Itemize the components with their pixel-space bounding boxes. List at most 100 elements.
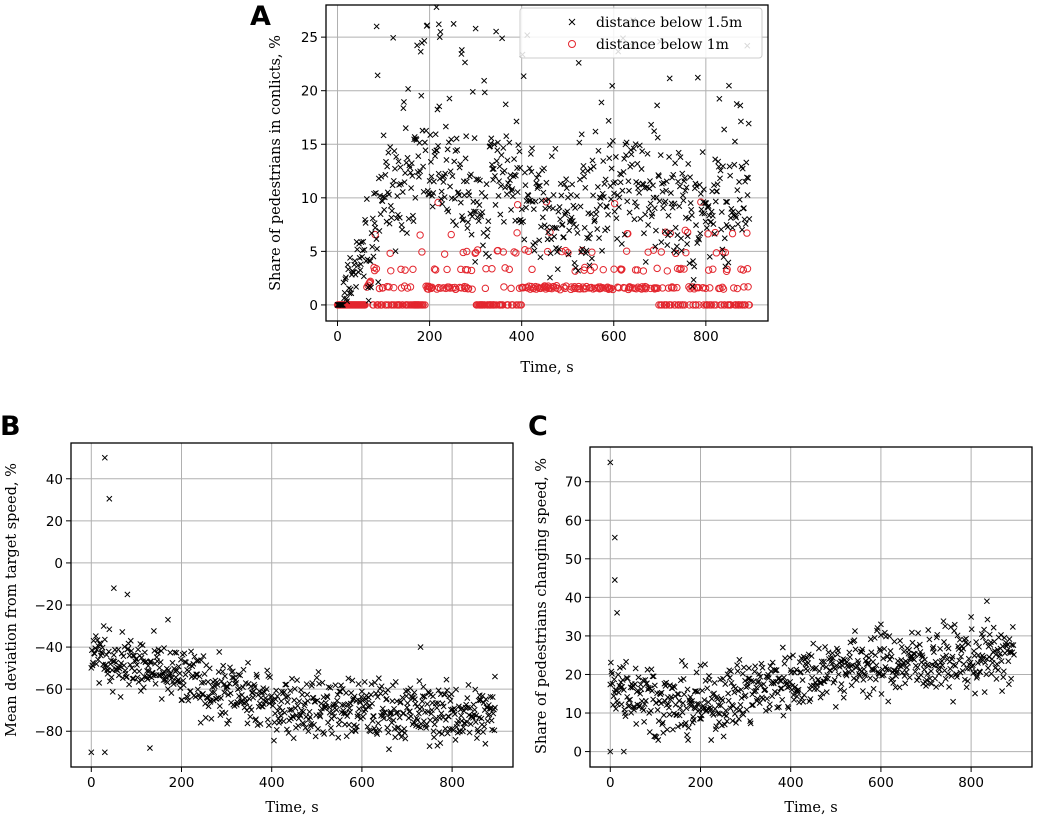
point-distance-below-1-5m <box>374 245 380 252</box>
point-distance-below-1-5m <box>600 193 607 200</box>
point-distance-below-1-5m <box>526 165 533 172</box>
point-distance-below-1-5m <box>387 202 394 209</box>
point-share-changing-speed <box>751 688 758 695</box>
point-mean-deviation <box>452 736 459 743</box>
point-distance-below-1-5m <box>675 149 682 156</box>
point-distance-below-1m <box>430 265 439 273</box>
point-distance-below-1-5m <box>522 182 529 189</box>
point-share-changing-speed <box>982 639 989 645</box>
point-mean-deviation <box>478 715 485 722</box>
point-share-changing-speed <box>795 686 802 693</box>
point-share-changing-speed <box>762 707 769 714</box>
point-mean-deviation <box>197 719 204 726</box>
point-mean-deviation <box>463 718 470 725</box>
point-mean-deviation <box>105 648 112 655</box>
point-distance-below-1-5m <box>383 158 389 165</box>
point-share-changing-speed <box>829 650 836 657</box>
panel-a-ticks: 0 200 400 600 800 0 5 10 15 20 25 <box>301 30 719 345</box>
point-distance-below-1-5m <box>430 178 437 185</box>
point-mean-deviation <box>489 694 496 701</box>
point-distance-below-1m <box>728 229 737 238</box>
panel-b-points <box>88 454 498 756</box>
point-share-changing-speed <box>722 707 729 714</box>
point-share-changing-speed <box>610 693 617 700</box>
point-distance-below-1-5m <box>400 105 407 112</box>
point-distance-below-1-5m <box>530 206 537 213</box>
point-share-changing-speed <box>823 689 830 696</box>
point-share-changing-speed <box>993 675 1000 682</box>
point-mean-deviation <box>263 698 270 705</box>
point-distance-below-1-5m <box>415 173 422 180</box>
point-distance-below-1-5m <box>714 181 721 188</box>
point-distance-below-1-5m <box>456 192 462 198</box>
point-mean-deviation <box>220 681 227 688</box>
point-distance-below-1-5m <box>737 102 744 109</box>
point-mean-deviation <box>353 723 360 730</box>
y-tick-label: −80 <box>35 724 64 740</box>
point-distance-below-1m <box>370 266 379 275</box>
point-share-changing-speed <box>959 668 966 674</box>
point-mean-deviation <box>355 711 361 717</box>
point-mean-deviation <box>180 682 187 689</box>
point-mean-deviation <box>289 675 295 682</box>
point-distance-below-1-5m <box>619 187 626 194</box>
point-distance-below-1-5m <box>682 187 689 194</box>
point-distance-below-1m <box>707 301 716 309</box>
point-share-changing-speed <box>777 685 784 692</box>
point-distance-below-1-5m <box>672 160 679 167</box>
point-distance-below-1-5m <box>532 239 538 246</box>
point-mean-deviation <box>205 703 212 710</box>
point-share-changing-speed <box>682 662 689 669</box>
point-distance-below-1-5m <box>429 203 436 210</box>
point-distance-below-1-5m <box>405 85 412 92</box>
point-distance-below-1-5m <box>482 193 489 200</box>
point-mean-deviation <box>188 648 195 655</box>
point-distance-below-1-5m <box>684 233 691 240</box>
point-mean-deviation <box>385 729 392 736</box>
point-distance-below-1-5m <box>454 147 461 153</box>
point-distance-below-1-5m <box>404 154 411 161</box>
point-distance-below-1m <box>509 301 517 309</box>
point-mean-deviation <box>368 681 375 688</box>
point-share-changing-speed <box>728 679 735 686</box>
point-distance-below-1-5m <box>424 22 431 29</box>
point-mean-deviation <box>464 695 471 702</box>
point-distance-below-1m <box>667 301 675 309</box>
point-mean-deviation <box>419 693 426 700</box>
point-share-changing-speed <box>726 674 733 681</box>
point-distance-below-1m <box>561 246 570 255</box>
point-share-changing-speed <box>996 650 1003 657</box>
point-distance-below-1-5m <box>354 262 361 269</box>
point-distance-below-1-5m <box>385 149 392 156</box>
point-distance-below-1-5m <box>357 267 364 274</box>
point-distance-below-1-5m <box>342 274 349 281</box>
point-distance-below-1-5m <box>741 216 748 223</box>
point-mean-deviation <box>460 724 467 731</box>
point-share-changing-speed <box>896 684 903 691</box>
point-distance-below-1-5m <box>415 153 422 160</box>
point-distance-below-1-5m <box>511 156 518 163</box>
point-share-changing-speed <box>622 713 629 720</box>
point-mean-deviation <box>250 694 257 701</box>
point-distance-below-1-5m <box>403 230 410 237</box>
point-mean-deviation <box>176 670 183 677</box>
point-share-changing-speed <box>1000 668 1007 675</box>
point-distance-below-1-5m <box>472 208 479 215</box>
point-mean-deviation <box>221 673 228 680</box>
point-mean-deviation <box>185 697 192 704</box>
point-share-changing-speed <box>979 634 986 641</box>
point-distance-below-1-5m <box>540 189 547 196</box>
point-mean-deviation <box>388 710 395 717</box>
point-share-changing-speed <box>620 686 627 693</box>
point-mean-deviation <box>200 653 207 660</box>
point-share-changing-speed <box>983 598 990 605</box>
point-mean-deviation <box>229 668 236 675</box>
point-distance-below-1-5m <box>691 263 698 270</box>
point-share-changing-speed <box>762 686 769 693</box>
point-mean-deviation <box>431 734 438 741</box>
point-distance-below-1-5m <box>399 226 406 233</box>
point-distance-below-1-5m <box>556 203 563 210</box>
point-mean-deviation <box>472 719 479 725</box>
point-distance-below-1-5m <box>671 200 678 207</box>
point-mean-deviation <box>485 702 492 709</box>
